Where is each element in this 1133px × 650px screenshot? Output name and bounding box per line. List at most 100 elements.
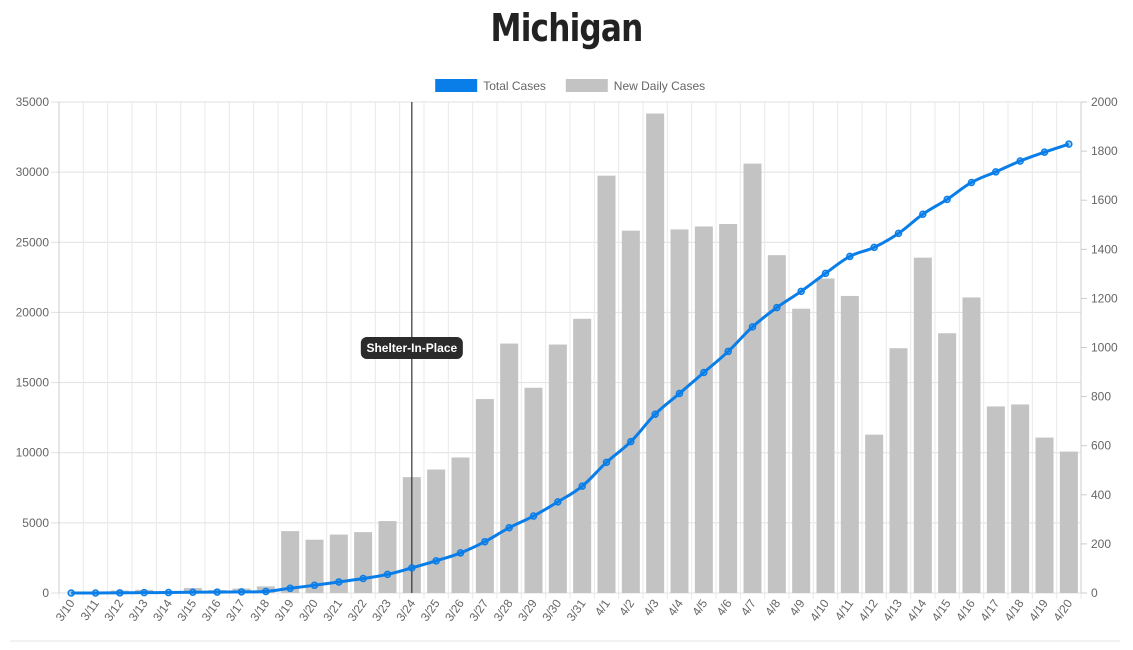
point-4/1[interactable] [602, 458, 611, 467]
bar-3/20[interactable] [305, 539, 324, 593]
x-tick-label: 3/30 [539, 596, 564, 623]
bar-4/6[interactable] [719, 224, 738, 594]
x-tick-label: 3/10 [53, 596, 78, 623]
legend-item-new-daily-cases[interactable]: New Daily Cases [565, 79, 705, 93]
x-tick-label: 3/19 [272, 596, 297, 623]
point-3/29[interactable] [529, 512, 538, 520]
x-tick-label: 4/18 [1002, 596, 1027, 623]
point-4/15[interactable] [943, 195, 951, 204]
y-right-tick-label: 600 [1091, 439, 1111, 453]
point-3/12[interactable] [116, 589, 124, 597]
bar-4/13[interactable] [889, 348, 908, 593]
x-tick-label: 4/12 [856, 596, 881, 623]
point-3/25[interactable] [432, 557, 440, 565]
bar-3/28[interactable] [500, 343, 519, 593]
bar-4/2[interactable] [621, 230, 640, 593]
bar-4/18[interactable] [1011, 404, 1030, 593]
bar-4/16[interactable] [962, 297, 981, 593]
point-3/13[interactable] [140, 588, 148, 597]
bar-4/19[interactable] [1035, 437, 1054, 593]
point-4/12[interactable] [870, 243, 878, 252]
bar-4/20[interactable] [1059, 451, 1078, 593]
point-3/24[interactable] [408, 564, 416, 572]
bar-3/15[interactable] [183, 588, 202, 593]
x-tick-label: 4/14 [904, 596, 929, 623]
bar-3/31[interactable] [573, 318, 592, 593]
point-4/3[interactable] [651, 410, 659, 418]
x-tick-label: 4/4 [665, 596, 686, 618]
bar-4/3[interactable] [646, 113, 665, 593]
point-3/16[interactable] [213, 588, 221, 596]
y-right-tick-label: 1800 [1091, 144, 1118, 158]
point-3/14[interactable] [164, 588, 173, 597]
y-right-tick-label: 1200 [1091, 291, 1118, 305]
point-3/15[interactable] [189, 588, 197, 597]
bar-4/12[interactable] [865, 434, 884, 593]
bar-3/19[interactable] [281, 531, 300, 593]
bar-4/17[interactable] [986, 406, 1005, 593]
bar-4/11[interactable] [840, 295, 859, 593]
x-tick-label: 3/27 [466, 596, 491, 623]
bar-4/14[interactable] [913, 257, 932, 593]
y-right-tick-label: 1600 [1091, 193, 1118, 207]
point-3/10[interactable] [67, 589, 75, 597]
point-4/19[interactable] [1040, 148, 1049, 156]
point-4/8[interactable] [773, 303, 781, 312]
bar-4/10[interactable] [816, 278, 835, 593]
y-right-tick-label: 1400 [1091, 242, 1118, 256]
bar-3/30[interactable] [548, 344, 567, 593]
point-4/20[interactable] [1065, 140, 1073, 148]
point-3/27[interactable] [481, 537, 489, 546]
point-4/9[interactable] [797, 287, 805, 296]
bar-4/15[interactable] [938, 333, 957, 593]
line-series [67, 140, 1073, 597]
point-4/11[interactable] [846, 252, 854, 261]
point-3/30[interactable] [554, 498, 562, 506]
x-tick-label: 3/17 [223, 596, 248, 623]
legend-item-total-cases[interactable]: Total Cases [435, 79, 546, 93]
point-3/21[interactable] [335, 578, 343, 586]
point-3/26[interactable] [456, 549, 465, 557]
x-tick-label: 3/28 [491, 596, 516, 623]
point-3/31[interactable] [578, 482, 586, 490]
point-3/11[interactable] [91, 589, 100, 597]
bar-4/4[interactable] [670, 229, 689, 594]
point-3/17[interactable] [237, 588, 246, 596]
point-4/16[interactable] [967, 178, 976, 187]
bar-4/5[interactable] [694, 226, 713, 593]
y-left-tick-label: 0 [42, 586, 49, 600]
point-4/13[interactable] [894, 229, 903, 238]
y-right-tick-label: 0 [1091, 586, 1098, 600]
bar-3/25[interactable] [427, 469, 446, 593]
chart-title: Michigan [490, 6, 644, 50]
point-4/18[interactable] [1016, 157, 1024, 165]
bar-3/27[interactable] [475, 399, 494, 593]
point-3/19[interactable] [286, 584, 294, 593]
bar-4/8[interactable] [767, 255, 786, 593]
bar-3/29[interactable] [524, 387, 543, 593]
bar-3/21[interactable] [329, 534, 348, 593]
point-4/10[interactable] [821, 269, 830, 278]
bar-3/22[interactable] [354, 532, 373, 593]
point-3/20[interactable] [310, 581, 319, 590]
bar-3/18[interactable] [256, 586, 275, 593]
point-4/17[interactable] [992, 168, 1000, 176]
point-4/5[interactable] [700, 368, 708, 377]
x-tick-label: 3/23 [369, 596, 394, 623]
point-3/28[interactable] [505, 524, 513, 532]
point-3/22[interactable] [359, 574, 367, 583]
point-4/2[interactable] [627, 437, 635, 446]
bar-4/1[interactable] [597, 175, 616, 593]
bar-3/23[interactable] [378, 521, 397, 593]
point-4/4[interactable] [675, 389, 684, 398]
bar-4/9[interactable] [792, 308, 811, 593]
point-3/23[interactable] [383, 570, 392, 579]
x-tick-label: 4/15 [929, 596, 954, 623]
point-4/14[interactable] [919, 210, 927, 218]
point-3/18[interactable] [262, 587, 270, 596]
bar-3/26[interactable] [451, 457, 470, 593]
point-4/6[interactable] [724, 347, 732, 356]
point-4/7[interactable] [748, 323, 757, 331]
bar-4/7[interactable] [743, 163, 762, 594]
x-tick-label: 4/13 [880, 596, 905, 623]
